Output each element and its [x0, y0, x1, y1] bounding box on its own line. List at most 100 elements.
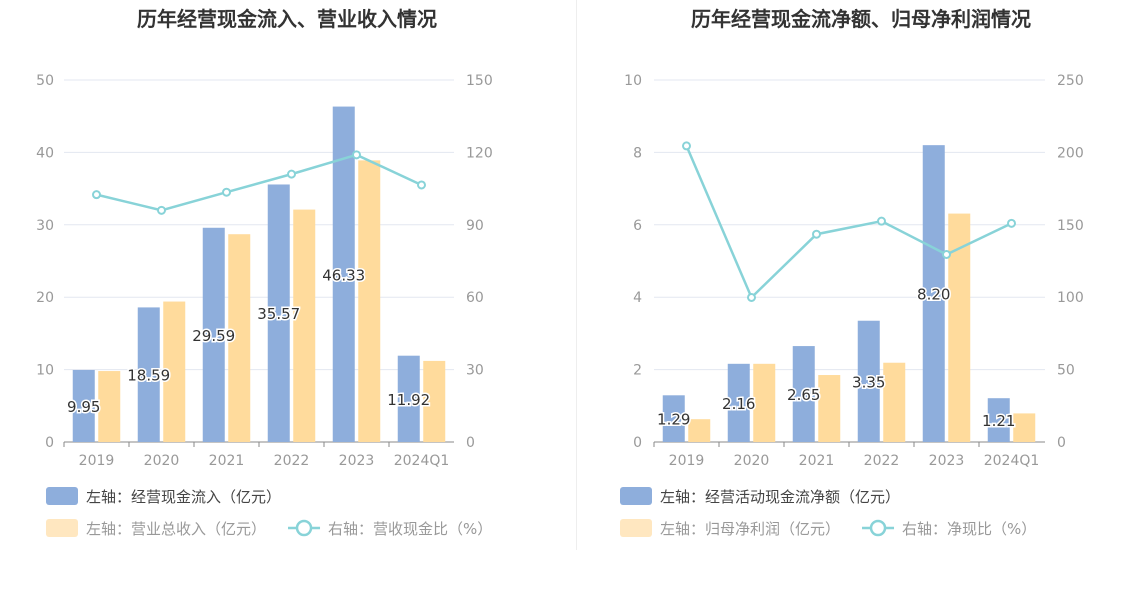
line-point — [92, 190, 101, 200]
legend-label-series1: 左轴：经营现金流入（亿元） — [86, 488, 281, 506]
left-axis-tick-label: 40 — [36, 145, 54, 161]
bar-series1 — [332, 106, 355, 442]
right-axis-tick-label: 150 — [1057, 218, 1084, 234]
left-axis-tick-label: 2 — [633, 363, 642, 379]
right-axis-tick-label: 250 — [1057, 73, 1084, 89]
bar-data-label: 35.57 — [257, 305, 300, 323]
line-point — [352, 150, 361, 160]
line-point — [157, 205, 166, 215]
x-axis-tick-label: 2024Q1 — [984, 453, 1040, 469]
chart-panel-cash-inflow-revenue: 历年经营现金流入、营业收入情况 0 0 10 30 20 60 30 90 40 120 50 150 2… — [0, 0, 574, 589]
bar-series1 — [922, 145, 945, 442]
legend-label-line-series: 右轴：净现比（%） — [902, 520, 1036, 538]
legend-swatch-series1 — [46, 487, 78, 505]
right-axis-tick-label: 50 — [1057, 363, 1075, 379]
x-axis-tick-label: 2023 — [929, 453, 965, 469]
left-axis-tick-label: 50 — [36, 73, 54, 89]
bar-series2 — [1013, 413, 1036, 442]
bar-series1 — [857, 320, 880, 442]
legend-label-series2: 左轴：营业总收入（亿元） — [86, 520, 266, 538]
left-axis-tick-label: 10 — [36, 363, 54, 379]
x-axis-tick-label: 2021 — [209, 453, 245, 469]
line-point — [877, 216, 886, 226]
bar-series2 — [883, 362, 906, 442]
line-point — [812, 229, 821, 239]
line-point — [417, 180, 426, 190]
bar-data-label: 2.16 — [722, 395, 755, 413]
chart-panel-net-cash-profit: 历年经营现金流净额、归母净利润情况 0 0 2 50 4 100 6 150 8 200 10 250 2… — [574, 0, 1148, 589]
right-axis-tick-label: 0 — [1057, 435, 1066, 451]
bar-data-label: 1.21 — [982, 412, 1015, 430]
right-axis-tick-label: 200 — [1057, 145, 1084, 161]
bar-series2 — [163, 301, 186, 442]
bar-series1 — [267, 184, 290, 442]
bar-series2 — [228, 234, 251, 442]
line-point — [222, 187, 231, 197]
legend-swatch-series2 — [46, 519, 78, 537]
bar-series1 — [137, 307, 160, 442]
bar-series2 — [948, 213, 971, 442]
bar-series2 — [423, 360, 446, 442]
bar-series2 — [98, 371, 121, 442]
bar-series1 — [72, 369, 95, 442]
legend-swatch-line-marker — [295, 519, 313, 537]
x-axis-tick-label: 2019 — [79, 453, 115, 469]
bar-data-label: 46.33 — [322, 266, 365, 284]
bar-data-label: 9.95 — [67, 398, 100, 416]
bar-series2 — [293, 209, 316, 442]
chart-title: 历年经营现金流入、营业收入情况 — [137, 7, 437, 31]
left-axis-tick-label: 4 — [633, 290, 642, 306]
bar-data-label: 2.65 — [787, 386, 820, 404]
right-axis-tick-label: 60 — [466, 290, 484, 306]
right-axis-tick-label: 150 — [466, 73, 493, 89]
chart-title: 历年经营现金流净额、归母净利润情况 — [691, 7, 1031, 31]
legend-label-series2: 左轴：归母净利润（亿元） — [660, 520, 840, 538]
line-series — [685, 145, 1013, 300]
x-axis-tick-label: 2023 — [339, 453, 375, 469]
bar-data-label: 1.29 — [657, 411, 690, 429]
line-point — [287, 169, 296, 179]
left-axis-tick-label: 30 — [36, 218, 54, 234]
left-axis-tick-label: 0 — [45, 435, 54, 451]
bar-series2 — [358, 160, 381, 442]
x-axis-tick-label: 2020 — [144, 453, 180, 469]
bar-data-label: 11.92 — [387, 391, 430, 409]
bar-series1 — [662, 395, 685, 442]
x-axis-tick-label: 2024Q1 — [394, 453, 450, 469]
line-point — [1007, 218, 1016, 228]
bar-series2 — [818, 375, 841, 442]
legend-swatch-series1 — [620, 487, 652, 505]
right-axis-tick-label: 90 — [466, 218, 484, 234]
right-axis-tick-label: 100 — [1057, 290, 1084, 306]
line-series — [96, 153, 423, 212]
x-axis-tick-label: 2020 — [734, 453, 770, 469]
bar-data-label: 18.59 — [127, 367, 170, 385]
left-axis-tick-label: 0 — [633, 435, 642, 451]
left-axis-tick-label: 10 — [624, 73, 642, 89]
left-axis-tick-label: 20 — [36, 290, 54, 306]
bar-series1 — [727, 363, 750, 442]
bar-data-label: 3.35 — [852, 373, 885, 391]
line-point — [942, 249, 951, 259]
x-axis-tick-label: 2022 — [864, 453, 900, 469]
legend-label-series1: 左轴：经营活动现金流净额（亿元） — [660, 488, 900, 506]
bar-series2 — [688, 419, 711, 442]
bar-series1 — [792, 346, 815, 442]
legend-swatch-line-marker — [869, 519, 887, 537]
left-axis-tick-label: 6 — [633, 218, 642, 234]
right-axis-tick-label: 120 — [466, 145, 493, 161]
bar-series1 — [987, 398, 1010, 442]
x-axis-tick-label: 2022 — [274, 453, 310, 469]
x-axis-tick-label: 2021 — [799, 453, 835, 469]
bar-data-label: 29.59 — [192, 327, 235, 345]
bar-series1 — [397, 355, 420, 442]
left-axis-tick-label: 8 — [633, 145, 642, 161]
line-point — [682, 141, 691, 151]
bar-series1 — [202, 227, 225, 442]
line-point — [747, 292, 756, 302]
bar-data-label: 8.20 — [917, 286, 950, 304]
legend-swatch-series2 — [620, 519, 652, 537]
x-axis-tick-label: 2019 — [669, 453, 705, 469]
panel-divider — [576, 0, 577, 550]
